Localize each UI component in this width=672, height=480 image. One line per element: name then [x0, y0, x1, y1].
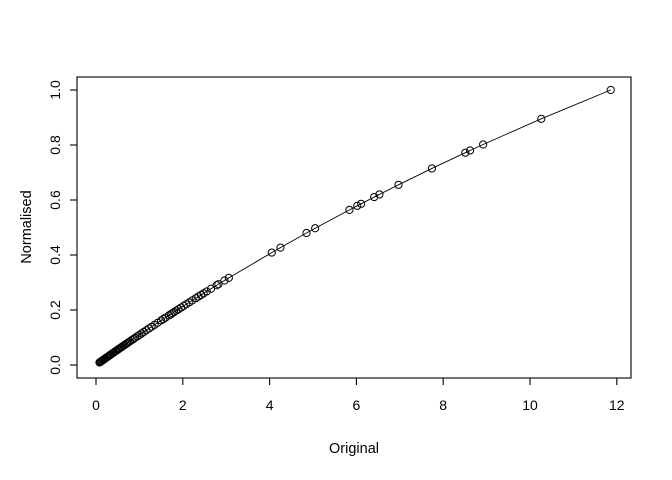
plot-box: [76, 76, 632, 379]
data-point: [157, 316, 166, 325]
data-point: [220, 276, 229, 285]
data-point: [479, 140, 488, 149]
y-tick-label: 0.8: [47, 135, 63, 155]
x-tick-label: 12: [609, 397, 625, 413]
data-point: [466, 146, 475, 155]
y-tick-label: 0.0: [47, 355, 63, 375]
data-point: [461, 148, 470, 157]
y-tick-label: 0.6: [47, 190, 63, 210]
data-point: [123, 339, 132, 348]
y-tick-label: 0.2: [47, 300, 63, 320]
data-point: [224, 273, 233, 283]
x-axis-title: Original: [329, 441, 379, 457]
y-tick-label: 1.0: [47, 80, 63, 100]
x-tick-label: 2: [179, 397, 187, 413]
x-tick-label: 0: [92, 397, 100, 413]
data-point: [606, 85, 615, 95]
data-point: [202, 287, 211, 296]
data-point: [214, 280, 223, 289]
x-tick-label: 6: [353, 397, 361, 413]
data-point: [357, 199, 366, 208]
data-point: [179, 301, 188, 311]
data-point: [276, 243, 285, 252]
data-point: [375, 190, 384, 199]
data-point: [427, 164, 437, 173]
data-point: [159, 314, 168, 324]
x-tick-label: 4: [266, 397, 274, 413]
data-series: [95, 85, 615, 367]
data-point: [302, 228, 311, 238]
data-point: [133, 332, 142, 341]
data-point: [311, 224, 320, 233]
x-tick-label: 8: [439, 397, 447, 413]
data-point: [170, 307, 179, 317]
data-point: [130, 333, 140, 342]
data-point: [394, 180, 403, 189]
y-tick-label: 0.4: [47, 245, 63, 265]
data-point: [537, 114, 546, 123]
data-point: [345, 205, 354, 214]
x-tick-label: 10: [522, 397, 538, 413]
data-point: [144, 324, 154, 333]
data-point: [135, 330, 144, 340]
data-point: [370, 192, 379, 202]
data-point: [212, 281, 221, 290]
data-point: [267, 248, 276, 257]
axis-ticks: 0 2 4 6 8 10 12 0.0 0.2 0.4 0.6 0.8 1.0: [47, 80, 625, 413]
y-axis-title: Normalised: [19, 190, 35, 263]
data-point: [353, 201, 362, 210]
